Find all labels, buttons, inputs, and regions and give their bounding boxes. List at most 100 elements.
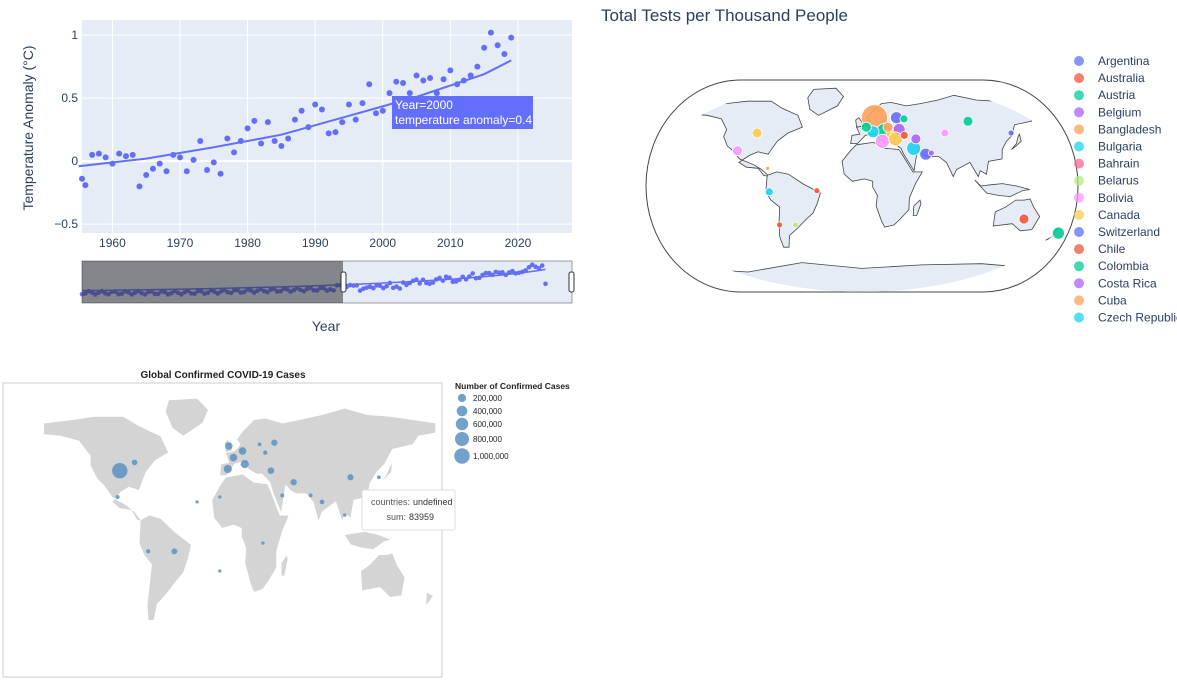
country-bubble[interactable]: [229, 453, 238, 462]
country-bubble[interactable]: [218, 569, 222, 573]
country-bubble[interactable]: [343, 513, 347, 517]
legend-item[interactable]: Chile: [1074, 242, 1126, 256]
country-bubble[interactable]: [792, 221, 800, 229]
data-point[interactable]: [318, 106, 325, 113]
legend-item[interactable]: Belarus: [1074, 174, 1139, 188]
data-point[interactable]: [373, 110, 379, 117]
data-point[interactable]: [481, 44, 488, 51]
data-point[interactable]: [440, 76, 447, 83]
legend-item[interactable]: Bahrain: [1074, 157, 1139, 171]
country-bubble[interactable]: [225, 442, 233, 450]
data-point[interactable]: [406, 90, 413, 97]
data-point[interactable]: [170, 151, 177, 158]
data-point[interactable]: [102, 154, 109, 161]
data-point[interactable]: [345, 101, 352, 108]
data-point[interactable]: [339, 119, 346, 126]
country-bubble[interactable]: [290, 479, 297, 486]
country-bubble[interactable]: [257, 442, 262, 447]
data-point[interactable]: [285, 135, 292, 142]
legend-item[interactable]: Switzerland: [1074, 225, 1160, 239]
country-bubble[interactable]: [765, 165, 771, 171]
data-point[interactable]: [204, 166, 211, 173]
data-point[interactable]: [149, 165, 156, 172]
country-bubble[interactable]: [376, 475, 381, 480]
country-bubble[interactable]: [1018, 213, 1030, 225]
data-point[interactable]: [393, 78, 400, 85]
data-point[interactable]: [237, 137, 244, 144]
data-point[interactable]: [217, 170, 224, 177]
country-bubble[interactable]: [238, 447, 247, 455]
data-point[interactable]: [190, 156, 197, 163]
data-point[interactable]: [271, 137, 278, 144]
data-point[interactable]: [467, 72, 474, 79]
data-point[interactable]: [494, 42, 501, 49]
country-bubble[interactable]: [131, 459, 138, 466]
country-bubble[interactable]: [240, 459, 249, 469]
country-bubble[interactable]: [764, 187, 774, 197]
data-point[interactable]: [386, 90, 393, 97]
data-point[interactable]: [413, 72, 420, 79]
data-point[interactable]: [332, 129, 339, 136]
country-bubble[interactable]: [112, 462, 128, 479]
data-point[interactable]: [82, 182, 89, 189]
country-bubble[interactable]: [776, 221, 784, 229]
data-point[interactable]: [325, 130, 332, 137]
data-point[interactable]: [258, 140, 265, 147]
data-point[interactable]: [474, 63, 481, 70]
data-point[interactable]: [163, 168, 170, 175]
country-bubble[interactable]: [751, 127, 763, 139]
data-point[interactable]: [454, 81, 461, 88]
data-point[interactable]: [305, 124, 312, 131]
country-bubble[interactable]: [928, 149, 935, 157]
data-point[interactable]: [312, 101, 319, 108]
country-bubble[interactable]: [223, 464, 232, 474]
country-bubble[interactable]: [874, 133, 890, 149]
data-point[interactable]: [122, 153, 129, 160]
legend-item[interactable]: Austria: [1074, 88, 1136, 102]
country-bubble[interactable]: [1007, 129, 1015, 137]
country-bubble[interactable]: [267, 467, 275, 475]
country-bubble[interactable]: [308, 493, 313, 498]
country-bubble[interactable]: [195, 500, 199, 504]
data-point[interactable]: [427, 74, 434, 81]
data-point[interactable]: [352, 116, 359, 123]
data-point[interactable]: [251, 117, 258, 124]
data-point[interactable]: [379, 107, 386, 114]
country-bubble[interactable]: [962, 115, 974, 127]
legend-item[interactable]: Canada: [1074, 208, 1140, 222]
data-point[interactable]: [366, 81, 373, 88]
country-bubble[interactable]: [171, 548, 178, 555]
country-bubble[interactable]: [882, 121, 894, 133]
legend-item[interactable]: Argentina: [1074, 54, 1150, 68]
legend-item[interactable]: Bolivia: [1074, 191, 1134, 205]
data-point[interactable]: [264, 119, 271, 126]
country-bubble[interactable]: [732, 145, 743, 157]
data-point[interactable]: [278, 143, 285, 150]
data-point[interactable]: [183, 168, 190, 175]
data-point[interactable]: [136, 183, 143, 190]
country-bubble[interactable]: [319, 499, 325, 505]
country-bubble[interactable]: [280, 493, 285, 498]
data-point[interactable]: [231, 149, 238, 156]
country-bubble[interactable]: [813, 187, 821, 195]
legend-item[interactable]: Belgium: [1074, 105, 1141, 119]
country-bubble[interactable]: [1052, 226, 1065, 240]
data-point[interactable]: [224, 135, 231, 142]
country-bubble[interactable]: [218, 495, 222, 499]
country-bubble[interactable]: [146, 549, 151, 554]
data-point[interactable]: [197, 137, 204, 144]
country-bubble[interactable]: [860, 121, 872, 133]
country-bubble[interactable]: [115, 494, 120, 500]
data-point[interactable]: [116, 150, 123, 157]
data-point[interactable]: [291, 116, 298, 123]
data-point[interactable]: [244, 125, 251, 132]
data-point[interactable]: [433, 90, 440, 97]
legend-item[interactable]: Bangladesh: [1074, 122, 1161, 136]
range-slider-left-handle[interactable]: [340, 271, 347, 293]
data-point[interactable]: [420, 77, 427, 84]
data-point[interactable]: [143, 172, 150, 179]
range-slider[interactable]: [79, 260, 575, 304]
legend-item[interactable]: Cuba: [1074, 293, 1127, 307]
country-bubble[interactable]: [347, 474, 354, 481]
data-point[interactable]: [298, 107, 305, 114]
